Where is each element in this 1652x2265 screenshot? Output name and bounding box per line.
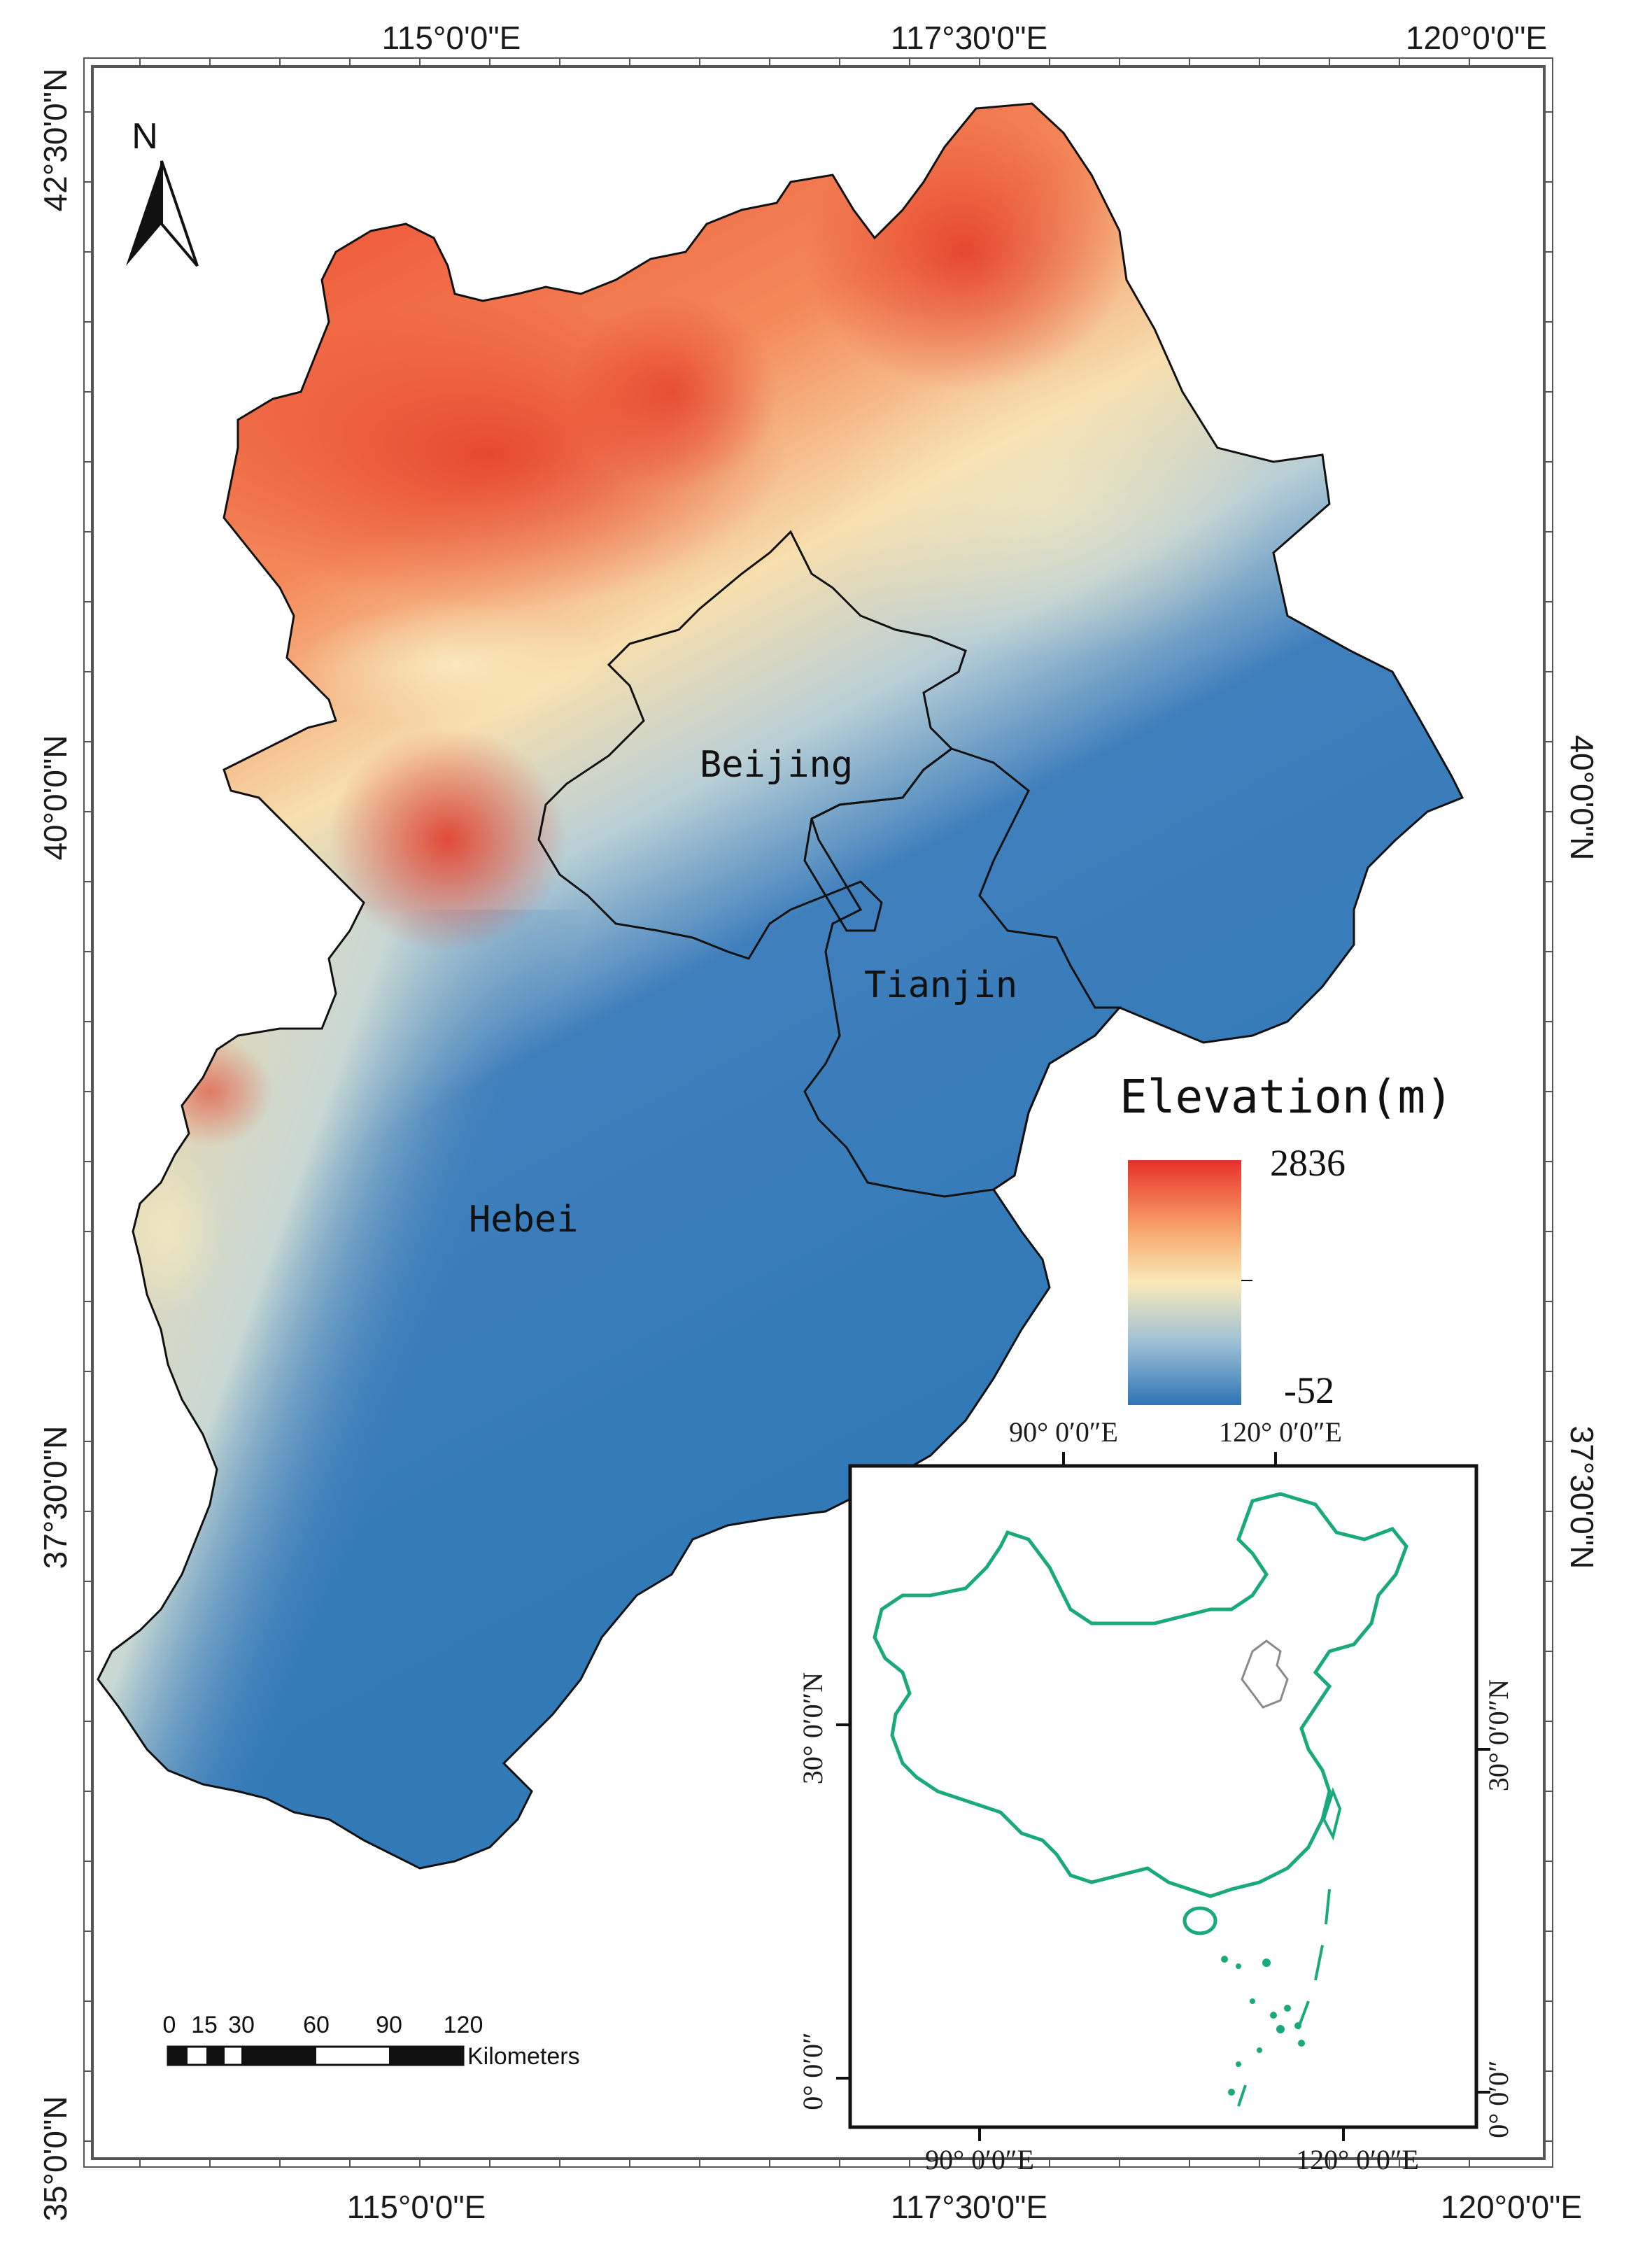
bottom-axis-label-3: 120°0'0"E (1441, 2189, 1582, 2225)
top-axis-label-3: 120°0'0"E (1406, 20, 1547, 56)
inset-bottom-label-2: 120° 0′0″E (1296, 2144, 1419, 2175)
jing-jin-ji-region (1241, 1639, 1289, 1709)
legend-max: 2836 (1270, 1142, 1346, 1184)
tianjin-label: Tianjin (864, 964, 1017, 1006)
inset-left-label-1: 30° 0′0″N (797, 1672, 828, 1784)
inset-bottom-label-1: 90° 0′0″E (925, 2144, 1034, 2175)
scale-tick-120: 120 (444, 2012, 483, 2038)
tianjin-boundary (803, 747, 1122, 1198)
right-axis-label-1: 40°0'0"N (1564, 735, 1600, 860)
legend-min: -52 (1284, 1369, 1334, 1411)
map-frame (91, 65, 1546, 2160)
left-axis-label-1: 42°30'0"N (37, 69, 73, 212)
inset-top-label-2: 120° 0′0″E (1219, 1416, 1342, 1448)
scale-unit: Kilometers (467, 2043, 580, 2070)
scale-tick-30: 30 (228, 2012, 255, 2038)
top-axis-label-1: 115°0'0"E (382, 20, 521, 56)
scale-tick-60: 60 (303, 2012, 330, 2038)
inset-locator-map: 90° 0′0″E 120° 0′0″E 90° 0′0″E 120° 0′0″… (797, 1416, 1514, 2175)
hainan-island (1182, 1906, 1217, 1935)
inset-top-label-1: 90° 0′0″E (1009, 1416, 1118, 1448)
tianjin-inner-boundary (824, 880, 883, 932)
elevation-legend: Elevation(m) 2836 -52 (1120, 1070, 1453, 1411)
top-axis-label-2: 117°30'0"E (891, 20, 1047, 56)
beijing-boundary (537, 530, 967, 960)
bottom-axis-label-2: 117°30'0"E (891, 2189, 1047, 2225)
taiwan-island (1322, 1787, 1342, 1841)
north-label: N (132, 116, 158, 157)
hebei-boundary (97, 102, 1464, 1870)
right-axis-label-2: 37°30'0"N (1564, 1426, 1600, 1569)
north-arrow-icon: N (126, 116, 199, 267)
left-axis-label-3: 37°30'0"N (37, 1426, 73, 1569)
beijing-label: Beijing (700, 744, 853, 786)
inset-frame (848, 1464, 1478, 2129)
legend-color-ramp (1128, 1160, 1241, 1405)
china-outline (873, 1492, 1409, 1898)
frame-ticks (84, 58, 1553, 2167)
scale-tick-90: 90 (376, 2012, 402, 2038)
inset-right-label-2: 0° 0′0″ (1483, 2060, 1514, 2138)
inset-right-label-1: 30° 0′0″N (1483, 1679, 1514, 1791)
legend-title: Elevation(m) (1120, 1070, 1453, 1124)
hebei-label: Hebei (469, 1199, 579, 1241)
bottom-axis-label-1: 115°0'0"E (347, 2189, 486, 2225)
scale-tick-0: 0 (163, 2012, 176, 2038)
left-axis-label-4: 35°0'0"N (37, 2096, 73, 2221)
left-axis-label-2: 40°0'0"N (37, 735, 73, 860)
scale-bar: 0 15 30 60 90 120 Kilometers (163, 2012, 580, 2070)
scale-tick-15: 15 (191, 2012, 218, 2038)
inset-left-label-2: 0° 0′0″ (797, 2032, 828, 2110)
